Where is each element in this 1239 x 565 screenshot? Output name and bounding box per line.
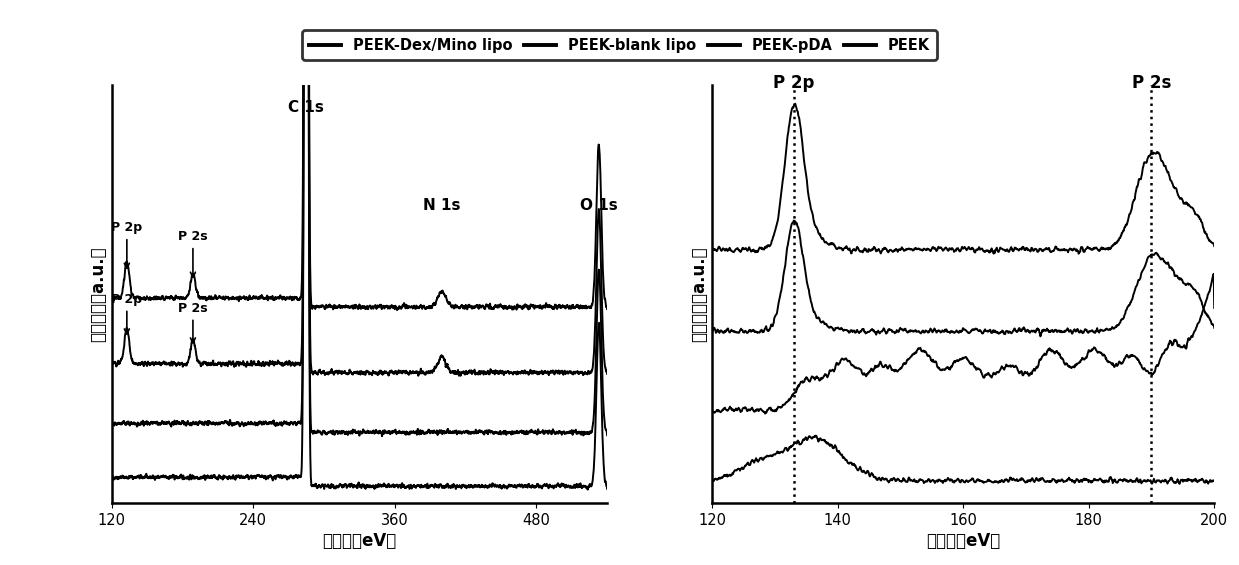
Text: N 1s: N 1s xyxy=(424,198,461,213)
Text: P 2s: P 2s xyxy=(1131,75,1171,92)
Text: O 1s: O 1s xyxy=(580,198,618,213)
Text: C 1s: C 1s xyxy=(289,99,325,115)
Legend: PEEK-Dex/Mino lipo, PEEK-blank lipo, PEEK-pDA, PEEK: PEEK-Dex/Mino lipo, PEEK-blank lipo, PEE… xyxy=(302,31,937,60)
X-axis label: 结合能（eV）: 结合能（eV） xyxy=(927,532,1000,550)
Text: P 2p: P 2p xyxy=(773,75,815,92)
X-axis label: 结合能（eV）: 结合能（eV） xyxy=(322,532,396,550)
Y-axis label: 相对强度（a.u.）: 相对强度（a.u.） xyxy=(690,246,709,342)
Text: P 2p: P 2p xyxy=(112,221,142,268)
Text: P 2s: P 2s xyxy=(178,302,208,343)
Text: P 2s: P 2s xyxy=(178,230,208,277)
Y-axis label: 相对强度（a.u.）: 相对强度（a.u.） xyxy=(89,246,108,342)
Text: P 2p: P 2p xyxy=(112,293,142,334)
